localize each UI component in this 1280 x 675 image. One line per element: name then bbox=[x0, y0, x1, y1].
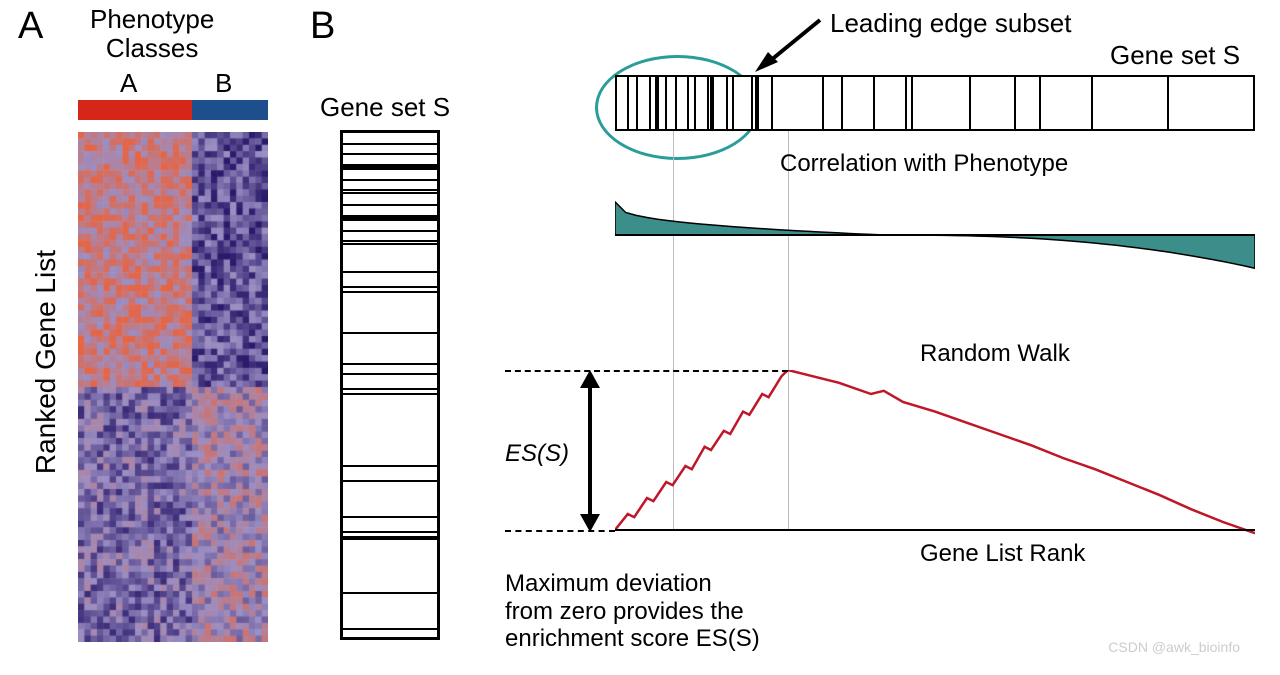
ranked-gene-list-ylabel: Ranked Gene List bbox=[30, 250, 62, 474]
gene-set-s-hlabel: Gene set S bbox=[1110, 40, 1240, 71]
es-top-dashed-line bbox=[505, 370, 788, 372]
correlation-area-chart bbox=[615, 200, 1255, 270]
caption-text: Maximum deviation from zero provides the… bbox=[505, 570, 760, 653]
watermark: CSDN @awk_bioinfo bbox=[1108, 639, 1240, 655]
leading-edge-label: Leading edge subset bbox=[830, 8, 1071, 39]
gene-list-rank-label: Gene List Rank bbox=[920, 540, 1085, 568]
horizontal-barcode bbox=[615, 75, 1255, 131]
phenotype-classes-title: Phenotype Classes bbox=[90, 5, 214, 62]
random-walk-label: Random Walk bbox=[920, 340, 1070, 368]
gene-set-s-vlabel: Gene set S bbox=[320, 92, 450, 123]
panel-b-label: B bbox=[310, 5, 335, 48]
panel-a-label: A bbox=[18, 5, 43, 48]
class-a-label: A bbox=[120, 68, 137, 99]
random-walk-plot bbox=[615, 370, 1255, 540]
class-a-bar bbox=[78, 100, 192, 120]
class-b-bar bbox=[192, 100, 268, 120]
es-label: ES(S) bbox=[505, 440, 569, 468]
heatmap bbox=[78, 132, 268, 642]
correlation-label: Correlation with Phenotype bbox=[780, 150, 1068, 178]
class-b-label: B bbox=[215, 68, 232, 99]
es-double-arrow-icon bbox=[570, 370, 610, 540]
vertical-barcode bbox=[340, 130, 440, 640]
